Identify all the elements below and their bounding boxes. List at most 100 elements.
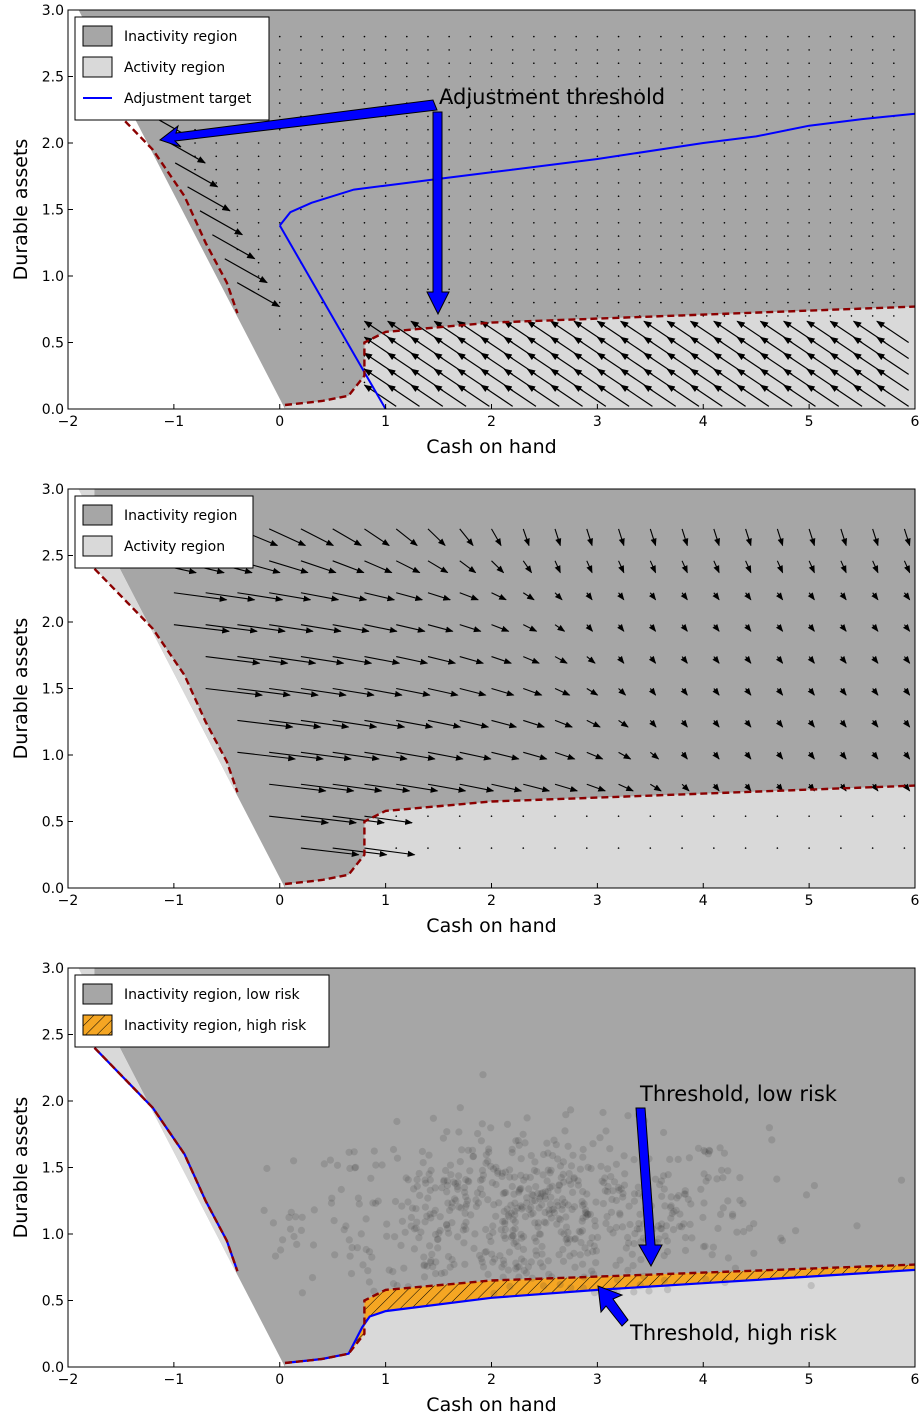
scatter-point: [556, 1162, 565, 1170]
field-arrow: [522, 592, 535, 601]
scatter-point: [425, 1151, 433, 1159]
scatter-point: [560, 1178, 568, 1186]
field-dot: [321, 142, 323, 144]
field-dot: [363, 142, 366, 144]
scatter-point: [462, 1193, 470, 1201]
field-dot: [511, 301, 514, 304]
scatter-point: [580, 1200, 588, 1208]
scatter-point: [539, 1263, 547, 1271]
field-dot: [427, 168, 429, 171]
scatter-point: [717, 1210, 725, 1218]
field-dot: [384, 208, 387, 211]
field-dot: [765, 35, 768, 38]
scatter-point: [579, 1260, 587, 1268]
field-dot: [903, 847, 906, 849]
scatter-point: [667, 1202, 675, 1210]
field-dot: [871, 168, 874, 171]
scatter-point: [365, 1248, 374, 1256]
field-dot: [871, 35, 874, 38]
field-dot: [681, 248, 683, 251]
scatter-point: [719, 1174, 727, 1182]
field-dot: [511, 128, 514, 131]
field-dot: [300, 301, 302, 304]
field-dot: [638, 235, 641, 237]
field-dot: [511, 155, 514, 158]
scatter-point: [559, 1257, 568, 1265]
field-dot: [638, 142, 641, 144]
scatter-point: [653, 1238, 662, 1246]
field-arrow: [363, 320, 397, 343]
field-arrow: [806, 320, 840, 343]
scatter-point: [331, 1251, 339, 1259]
field-dot: [215, 155, 218, 158]
field-dot: [300, 328, 302, 331]
scatter-point: [479, 1071, 487, 1079]
field-arrow: [871, 783, 879, 792]
field-dot: [278, 288, 281, 291]
field-dot: [702, 62, 705, 64]
scatter-point: [293, 1240, 301, 1248]
scatter-point: [544, 1149, 552, 1157]
field-dot: [406, 155, 408, 158]
field-dot: [808, 847, 810, 849]
field-dot: [278, 128, 281, 131]
field-arrow: [427, 592, 451, 601]
scatter-point: [489, 1228, 497, 1236]
field-dot: [469, 142, 472, 144]
scatter-point: [490, 1165, 498, 1173]
scatter-point: [491, 1255, 499, 1263]
x-axis-label: Cash on hand: [426, 915, 556, 937]
field-dot: [363, 102, 366, 104]
scatter-point: [687, 1200, 695, 1208]
field-dot: [427, 275, 429, 277]
field-dot: [278, 248, 281, 251]
field-arrow: [619, 320, 653, 343]
field-dot: [458, 847, 461, 849]
field-dot: [194, 168, 196, 171]
scatter-point: [571, 1263, 579, 1271]
field-dot: [681, 275, 683, 277]
scatter-point: [407, 1222, 415, 1230]
field-arrow: [364, 751, 408, 761]
scatter-point: [724, 1197, 732, 1205]
scatter-point: [569, 1151, 577, 1159]
field-dot: [893, 35, 895, 38]
field-dot: [660, 301, 662, 304]
field-arrow: [427, 624, 454, 633]
field-dot: [511, 248, 514, 251]
scatter-point: [477, 1137, 485, 1145]
scatter-point: [443, 1221, 451, 1229]
field-arrow: [775, 687, 784, 696]
field-dot: [300, 208, 302, 211]
field-dot: [765, 301, 768, 304]
field-arrow: [829, 320, 863, 343]
scatter-point: [750, 1249, 758, 1257]
field-dot: [808, 815, 810, 817]
field-dot: [321, 35, 323, 38]
field-dot: [617, 275, 620, 277]
field-dot: [469, 275, 472, 277]
scatter-point: [544, 1166, 552, 1174]
field-dot: [511, 195, 514, 197]
field-dot: [533, 261, 535, 264]
field-dot: [723, 208, 726, 211]
scatter-point: [514, 1242, 522, 1250]
x-tick-label: 1: [381, 1372, 390, 1388]
y-tick-label: 2.0: [42, 136, 64, 152]
field-arrow: [712, 687, 720, 696]
field-dot: [787, 222, 789, 224]
x-tick-label: 6: [911, 1372, 919, 1388]
field-dot: [575, 49, 577, 51]
scatter-point: [482, 1248, 490, 1256]
field-arrow: [523, 624, 538, 632]
field-arrow: [554, 560, 561, 574]
field-dot: [490, 815, 493, 817]
field-dot: [638, 49, 641, 51]
field-dot: [363, 155, 366, 158]
field-dot: [744, 815, 747, 817]
field-dot: [702, 102, 705, 104]
scatter-point: [455, 1128, 463, 1136]
field-dot: [490, 315, 493, 317]
field-dot: [342, 315, 345, 317]
